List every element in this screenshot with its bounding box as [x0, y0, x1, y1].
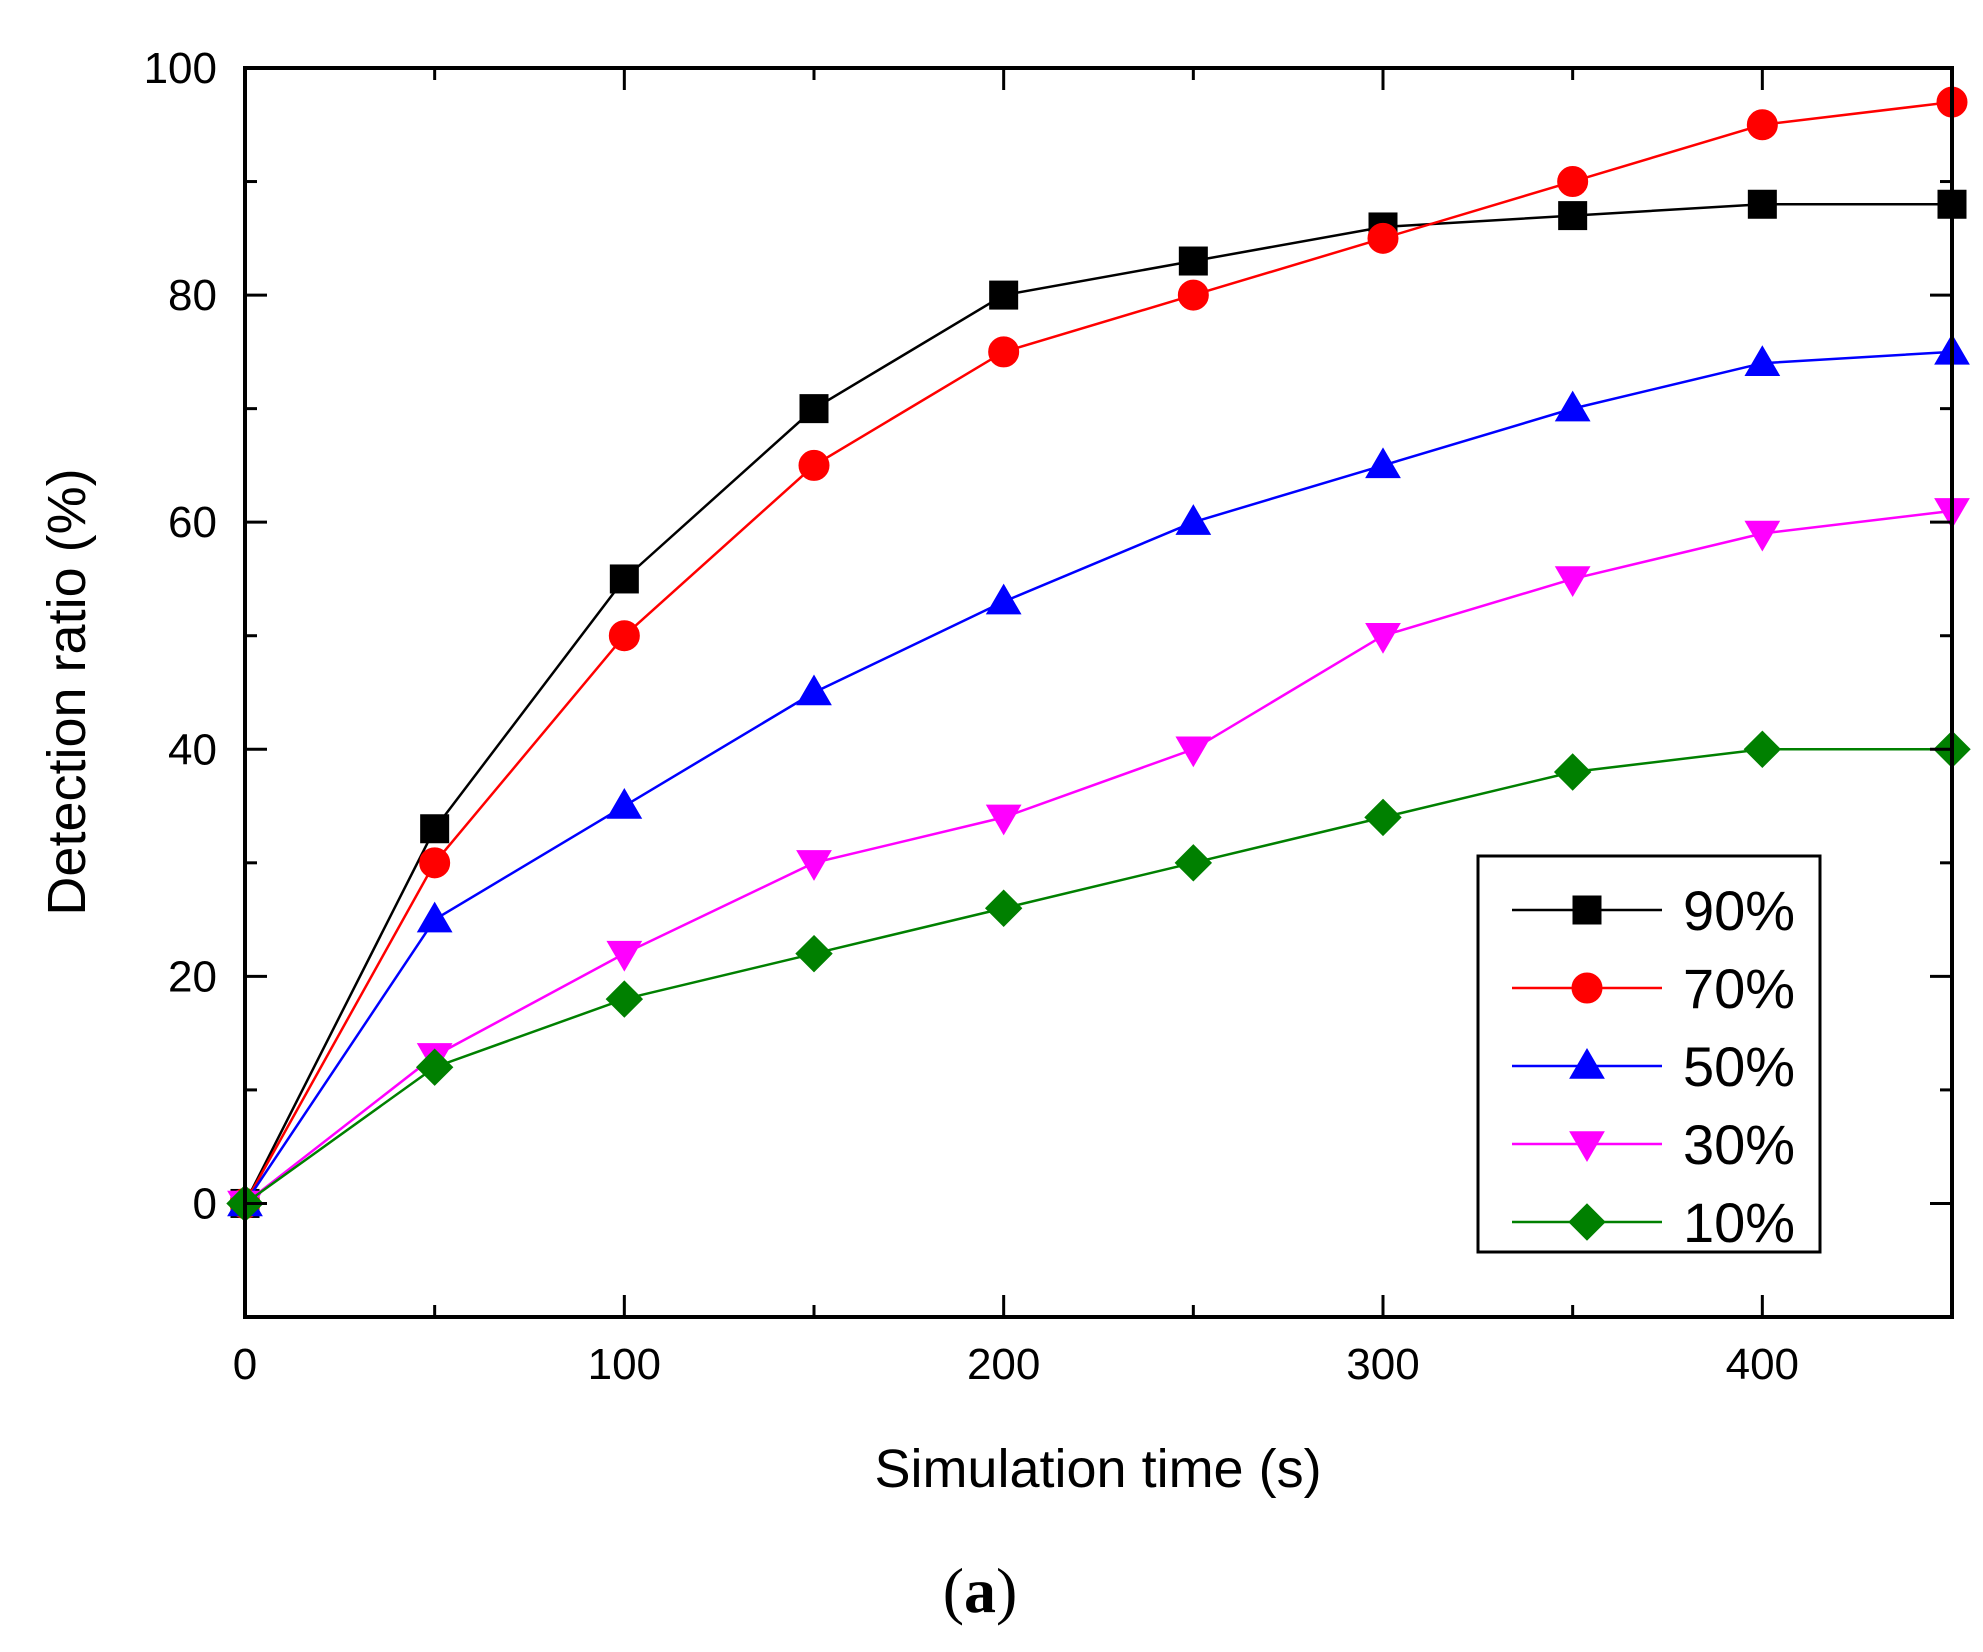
- data-point-90: [1178, 246, 1208, 276]
- legend-label: 50%: [1683, 1035, 1795, 1098]
- data-point-30: [985, 804, 1022, 836]
- legend-item-70: 70%: [1512, 957, 1795, 1020]
- y-axis-label: Detection ratio (%): [37, 468, 97, 915]
- x-tick-label: 0: [233, 1340, 257, 1389]
- y-tick-label: 100: [144, 44, 217, 93]
- data-point-70: [988, 336, 1020, 368]
- legend-item-90: 90%: [1512, 879, 1795, 942]
- data-point-30: [1554, 566, 1591, 597]
- legend-marker-50: [1569, 1048, 1605, 1079]
- data-point-70: [1557, 166, 1589, 198]
- legend-label: 90%: [1683, 879, 1795, 942]
- legend-marker-10: [1568, 1203, 1606, 1241]
- data-point-30: [606, 940, 643, 972]
- y-tick-label: 40: [168, 725, 217, 774]
- x-tick-label: 400: [1726, 1340, 1799, 1389]
- y-tick-label: 80: [168, 271, 217, 320]
- series-line-10: [244, 748, 1952, 1205]
- legend-item-10: 10%: [1512, 1191, 1795, 1254]
- series-line-70: [243, 100, 1953, 1205]
- plot-frame: [243, 66, 1954, 1319]
- data-point-10: [795, 934, 833, 973]
- series-line-50: [243, 350, 1953, 1205]
- legend-marker-70: [1571, 972, 1603, 1004]
- data-point-10: [605, 980, 644, 1018]
- data-point-10: [1174, 844, 1213, 882]
- series-line-30: [244, 509, 1953, 1205]
- data-point-90: [1558, 201, 1588, 231]
- data-point-90: [1747, 189, 1777, 219]
- x-tick-label: 200: [967, 1340, 1040, 1389]
- data-point-90: [989, 280, 1019, 310]
- data-point-50: [1554, 390, 1591, 422]
- series-line-90: [243, 203, 1952, 1205]
- data-point-10: [415, 1048, 454, 1086]
- data-point-50: [1175, 504, 1212, 535]
- data-point-90: [609, 564, 639, 594]
- caption-letter: a: [964, 1555, 996, 1626]
- series-layer: [226, 86, 1971, 1223]
- data-point-70: [608, 620, 640, 652]
- series-10: [226, 730, 1971, 1223]
- data-point-50: [796, 674, 832, 706]
- data-point-10: [984, 889, 1023, 927]
- caption-open-paren: (: [943, 1555, 964, 1626]
- x-tick-label: 100: [588, 1340, 661, 1389]
- axis-ticks: 0 100 200 300 400 0 20 40 60 80 100: [144, 44, 1952, 1389]
- legend-item-30: 30%: [1512, 1113, 1795, 1176]
- data-point-50: [985, 583, 1022, 615]
- data-point-10: [1553, 753, 1592, 791]
- data-point-50: [606, 788, 643, 819]
- legend-item-50: 50%: [1512, 1035, 1795, 1098]
- data-point-30: [796, 850, 832, 881]
- legend-marker-90: [1572, 895, 1602, 925]
- x-tick-label: 300: [1346, 1340, 1419, 1389]
- data-point-70: [798, 449, 830, 481]
- data-point-90: [420, 814, 450, 844]
- legend: 90% 70% 50% 30% 10%: [1476, 854, 1822, 1254]
- legend-box: [1476, 854, 1822, 1254]
- data-point-30: [1365, 622, 1401, 654]
- legend-marker-30: [1569, 1131, 1605, 1162]
- data-point-70: [1746, 109, 1778, 141]
- legend-label: 70%: [1683, 957, 1795, 1020]
- legend-label: 30%: [1683, 1113, 1795, 1176]
- data-point-70: [419, 847, 451, 879]
- data-point-50: [416, 901, 453, 933]
- data-point-30: [1744, 520, 1781, 552]
- caption-close-paren: ): [996, 1555, 1017, 1626]
- y-tick-label: 60: [168, 498, 217, 547]
- data-point-50: [1365, 447, 1401, 479]
- data-point-30: [1175, 736, 1212, 768]
- data-point-10: [1364, 798, 1402, 837]
- figure-caption: (a): [943, 1555, 1018, 1626]
- legend-items: 90% 70% 50% 30% 10%: [1512, 879, 1795, 1254]
- data-point-50: [1744, 345, 1781, 376]
- legend-label: 10%: [1683, 1191, 1795, 1254]
- data-point-70: [1367, 222, 1399, 254]
- data-point-90: [799, 394, 829, 424]
- data-point-70: [1177, 279, 1209, 311]
- y-tick-label: 20: [168, 952, 217, 1001]
- x-axis-label: Simulation time (s): [874, 1439, 1321, 1499]
- data-point-10: [1743, 730, 1782, 768]
- y-tick-label: 0: [193, 1179, 217, 1228]
